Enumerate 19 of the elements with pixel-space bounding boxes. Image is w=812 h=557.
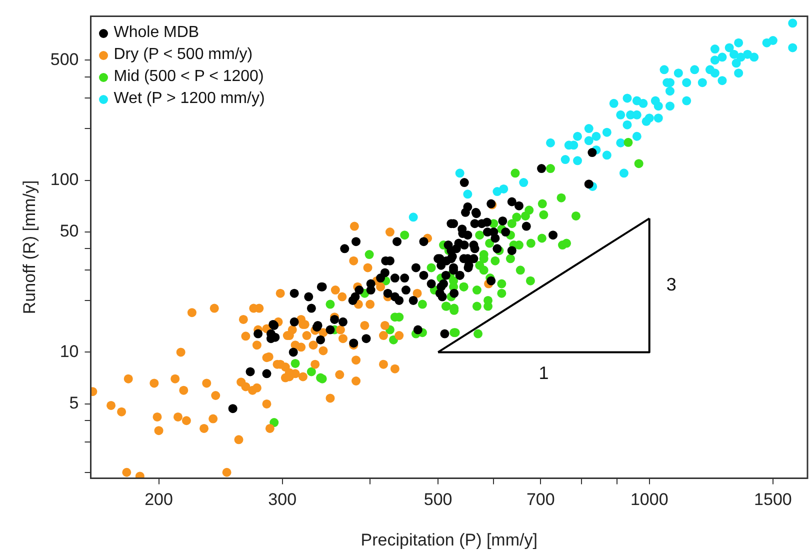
x-axis-title: Precipitation (P) [mm/y] [360, 530, 538, 550]
legend-label: Dry (P < 500 mm/y) [114, 45, 253, 66]
annotation: 3 [666, 274, 676, 294]
x-tick-label: 200 [144, 490, 173, 510]
y-tick-label: 10 [60, 342, 79, 361]
x-tick-label: 700 [526, 490, 555, 510]
x-tick-label: 300 [268, 490, 297, 510]
x-tick-label: 1500 [754, 490, 792, 510]
x-tick-label: 1000 [630, 490, 668, 510]
y-tick-label: 50 [60, 222, 79, 241]
y-tick-label: 500 [50, 50, 79, 69]
x-tick-label: 500 [424, 490, 452, 510]
y-axis-title: Runoff (R) [mm/y] [20, 180, 39, 314]
y-tick-label: 100 [50, 170, 79, 189]
annotation: 1 [538, 363, 549, 384]
y-tick-label: 5 [69, 394, 79, 413]
legend-label: Whole MDB [114, 23, 200, 44]
legend-label: Mid (500 < P < 1200) [114, 67, 264, 88]
legend-label: Wet (P > 1200 mm/y) [114, 89, 265, 110]
